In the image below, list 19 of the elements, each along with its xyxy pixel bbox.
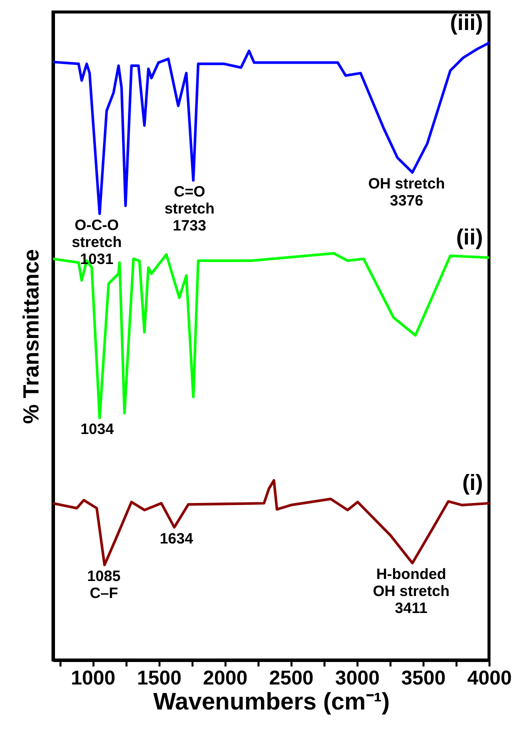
annotation: O-C-O stretch 1031 (72, 216, 122, 268)
annotation: OH stretch 3376 (368, 175, 445, 210)
annotation: H-bonded OH stretch 3411 (372, 566, 450, 618)
x-tick-label: 1000 (70, 668, 116, 690)
x-tick-label: 2000 (203, 668, 248, 690)
x-tick-label: 3500 (401, 668, 446, 690)
series-label: (ii) (456, 224, 483, 250)
x-tick-label: 1500 (136, 668, 182, 690)
series-label: (i) (462, 470, 483, 496)
x-tick-label: 3000 (335, 668, 380, 690)
annotation: 1634 (160, 530, 194, 548)
y-axis-title: % Transmittance (18, 249, 44, 424)
annotation: C=O stretch 1733 (164, 183, 214, 234)
x-tick-label: 4000 (467, 668, 512, 690)
series-label: (iii) (450, 10, 483, 35)
annotation: 1034 (80, 421, 114, 438)
annotation: 1085 C–F (87, 568, 121, 602)
x-tick-label: 2500 (269, 668, 314, 690)
x-axis-title: Wavenumbers (cm⁻¹) (153, 688, 390, 716)
